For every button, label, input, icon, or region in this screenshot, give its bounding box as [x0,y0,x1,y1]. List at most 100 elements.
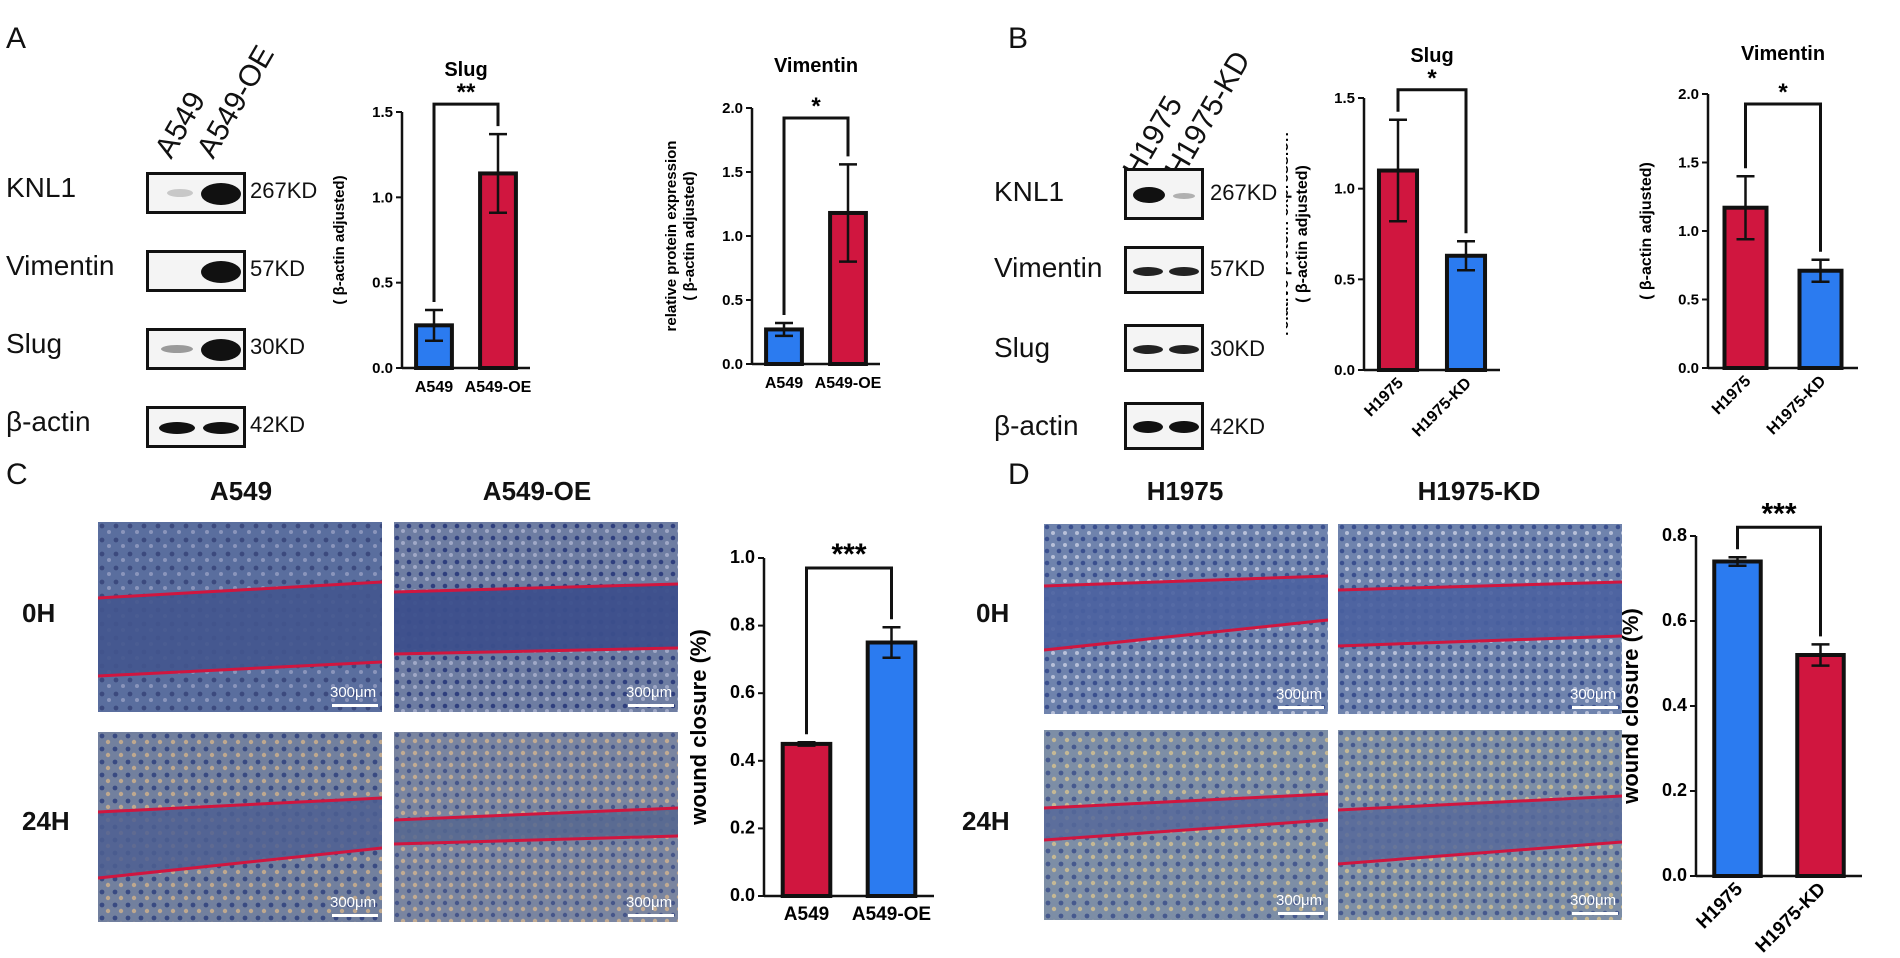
scale-label: 300μm [330,894,377,911]
y-tick-label: 1.5 [372,104,393,121]
band [1169,421,1199,433]
scale-label: 300μm [626,894,673,911]
scale-bar [1278,706,1324,709]
bar [1376,168,1420,372]
y-axis-label: wound closure (%) [686,629,711,826]
micrograph-a549-oe-0h: 300μm [394,522,678,712]
significance-label: * [811,93,821,120]
size-label-vimentin: 57KD [250,256,306,281]
blot-strip-vimentin [146,250,246,292]
row-label-0h: 0H [22,598,56,628]
scale-bar [332,704,378,707]
size-label-slug: 30KD [250,334,306,359]
micrograph-image [394,522,678,712]
panel-letter-c: C [6,458,28,491]
chart-title: Vimentin [1741,43,1825,65]
y-tick-label: 0.8 [730,615,755,635]
band [201,261,241,283]
size-label-vimentin: 57KD [1210,256,1266,281]
significance-label: * [1778,79,1788,106]
blot-strip-vimentin [1124,246,1204,294]
y-tick-label: 1.5 [1678,155,1699,172]
y-tick-label: 1.0 [1678,223,1699,240]
band [201,339,241,361]
significance-bracket [805,566,893,735]
x-tick-label: A549-OE [852,904,931,925]
bar [1797,268,1844,370]
x-tick-label: A549 [415,379,453,396]
chart-title: Vimentin [774,55,858,77]
y-tick-label: 0.0 [1678,360,1699,377]
column-title-h1975: H1975 [1146,476,1224,506]
y-tick-label: 0.0 [1334,362,1355,379]
y-tick-label: 2.0 [1678,86,1699,103]
micrograph-a549-oe-24h: 300μm [394,732,678,922]
panel-letter-b: B [1008,22,1029,55]
y-tick-label: 0.5 [722,292,743,309]
micrograph-a549-24h: 300μm [98,732,382,922]
bar [1444,253,1488,372]
significance-bracket [432,102,500,302]
chart-title: Slug [444,59,487,81]
y-tick-label: 0.6 [730,682,755,702]
scale-label: 300μm [1570,686,1617,703]
protein-label-beta-actin: β-actin [994,410,1079,441]
protein-label-slug: Slug [6,328,63,359]
scale-label: 300μm [626,684,673,701]
y-tick-label: 0.0 [722,356,743,373]
protein-label-beta-actin: β-actin [6,406,91,437]
y-axis-label-line: wound closure (%) [686,629,711,826]
x-tick-label: A549-OE [815,375,882,392]
y-tick-label: 0.2 [730,817,755,837]
x-tick-label: H1975 [1361,375,1406,420]
scale-bar [332,914,378,917]
protein-label-knl1: KNL1 [994,176,1065,207]
protein-label-slug: Slug [994,332,1051,363]
panel-letter-d: D [1008,458,1030,491]
scale-bar [1572,706,1618,709]
y-axis-label-line: relative protein expression [663,141,680,332]
size-label-knl1: 267KD [250,178,318,203]
significance-label: *** [1761,498,1796,530]
chart-a-slug: Slug 0.0 0.5 1.0 1.5 relative protein express… [331,59,532,396]
chart-b-slug: Slug 0.0 0.5 1.0 1.5 relative protein express… [1286,45,1500,440]
scale-bar [1572,912,1618,915]
protein-label-vimentin: Vimentin [6,250,115,281]
chart-plot-area: Slug 0.0 0.5 1.0 1.5 relative protein express… [1286,45,1500,440]
significance-bracket [1736,525,1822,637]
column-title-a549-oe: A549-OE [482,476,592,506]
micrograph-image [1044,730,1328,920]
y-tick-label: 0.5 [1678,292,1699,309]
significance-label: * [1427,65,1437,92]
y-tick-label: 0.5 [372,275,393,292]
band [167,189,193,197]
band [1173,193,1195,199]
y-tick-label: 0.5 [1334,271,1355,288]
bar [780,741,833,898]
chart-title: Slug [1410,45,1453,67]
x-tick-label: A549 [784,904,829,925]
scale-label: 300μm [1276,686,1323,703]
band [1169,345,1199,354]
size-label-knl1: 267KD [1210,180,1278,205]
column-title-a549: A549 [209,476,273,506]
band [161,345,193,353]
y-tick-label: 0.8 [1662,525,1687,545]
y-axis-label-line: ( β-actin adjusted) [1294,165,1311,303]
micrograph-h1975-kd-0h: 300μm [1338,524,1622,714]
micrograph-image [1338,730,1622,920]
scale-label: 300μm [1570,892,1617,909]
scale-bar [628,914,674,917]
x-tick-label: H1975 [1709,373,1754,418]
y-axis-label-line: wound closure (%) [1618,608,1643,805]
y-tick-label: 1.5 [722,164,743,181]
significance-label: ** [457,79,476,106]
significance-bracket [1744,102,1822,252]
band [159,422,195,434]
y-tick-label: 1.0 [372,189,393,206]
x-tick-label: H1975-KD [1752,879,1830,956]
y-axis-label: relative protein expression( β-actin adj… [1286,132,1311,336]
y-tick-label: 0.0 [730,885,755,905]
chart-plot-area: Vimentin 0.0 0.5 1.0 1.5 2.0 relative protein … [1638,43,1858,438]
y-axis-label: relative protein expression( β-actin adj… [663,141,698,332]
